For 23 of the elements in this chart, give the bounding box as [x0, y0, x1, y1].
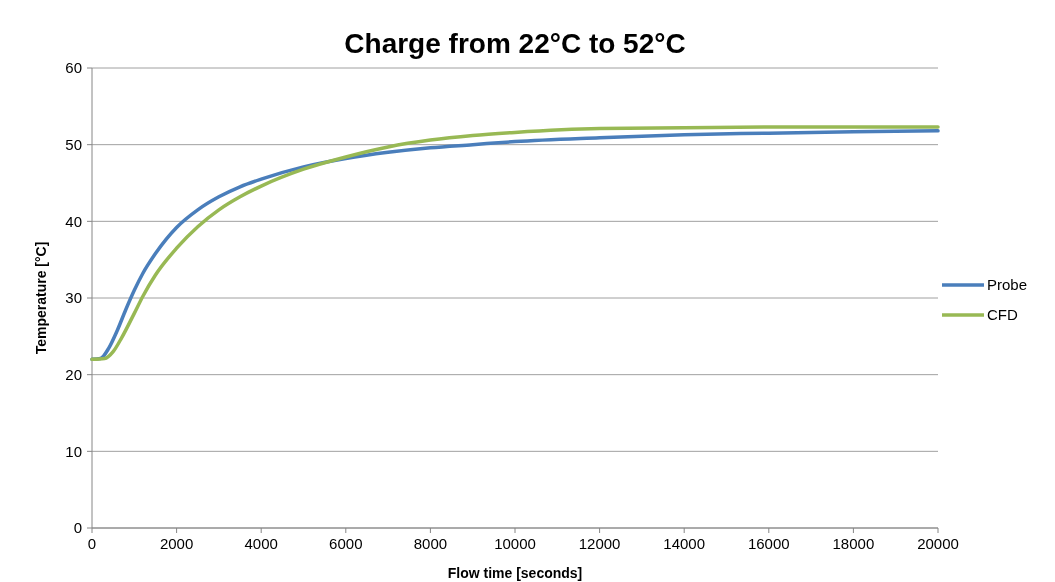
x-tick-label: 16000	[747, 535, 790, 552]
y-tick-label: 10	[65, 442, 82, 460]
x-tick-label: 0	[87, 535, 97, 552]
x-tick-label: 14000	[663, 535, 706, 552]
x-tick-label: 2000	[159, 535, 194, 552]
y-axis-title: Temperature [°C]	[33, 241, 49, 355]
y-tick-label: 0	[73, 519, 82, 537]
x-tick-label: 18000	[832, 535, 875, 552]
legend-label: Probe	[987, 276, 1028, 294]
chart-title: Charge from 22°C to 52°C	[344, 28, 686, 59]
x-tick-label: 12000	[578, 535, 621, 552]
legend-label: CFD	[987, 306, 1018, 324]
x-axis-title: Flow time [seconds]	[447, 565, 583, 581]
y-tick-label: 30	[65, 289, 82, 307]
x-tick-label: 10000	[494, 535, 536, 552]
y-tick-label: 60	[65, 59, 82, 77]
x-tick-label: 4000	[244, 535, 278, 552]
x-tick-label: 8000	[413, 535, 448, 552]
x-tick-label: 6000	[329, 535, 363, 552]
y-tick-label: 50	[65, 135, 82, 153]
x-tick-label: 20000	[917, 535, 959, 552]
y-tick-label: 20	[65, 365, 82, 383]
y-tick-label: 40	[65, 212, 82, 230]
